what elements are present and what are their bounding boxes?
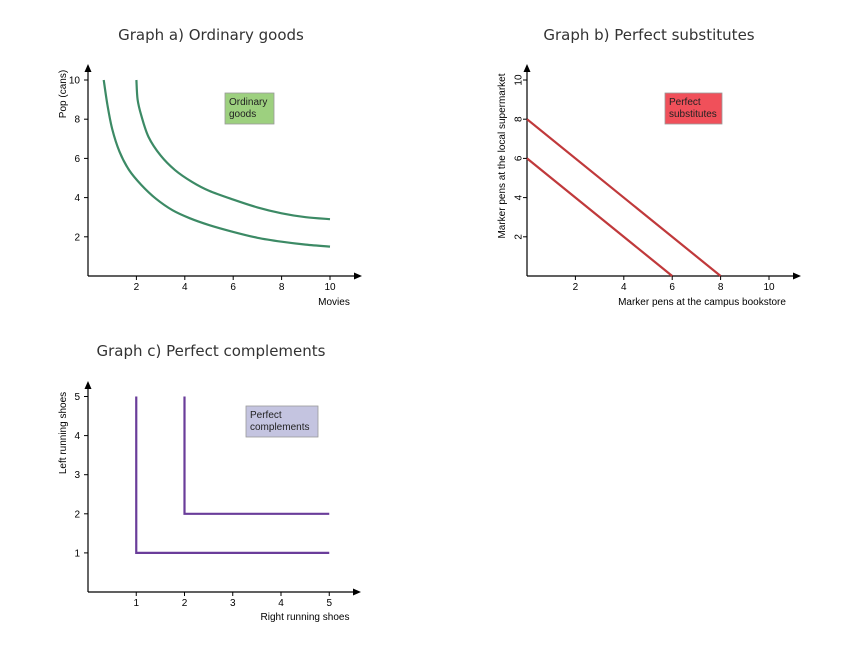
indifference-curve-2 [135, 79, 331, 221]
y-tick-label: 6 [514, 155, 525, 161]
x-tick-label: 3 [230, 598, 236, 609]
y-tick-label: 4 [74, 193, 80, 204]
chart-title: Graph a) Ordinary goods [118, 26, 304, 44]
y-tick-label: 5 [74, 392, 80, 403]
y-tick-label: 4 [74, 431, 80, 442]
chart-title: Graph b) Perfect substitutes [543, 26, 754, 44]
legend-label: Ordinary goods [229, 97, 267, 120]
y-axis-arrow [84, 64, 92, 72]
y-tick-label: 4 [514, 194, 525, 200]
y-tick-label: 10 [69, 76, 81, 87]
indifference-curve-2 [526, 118, 722, 277]
x-axis-arrow [793, 272, 801, 280]
legend-label: Perfect substitutes [669, 97, 717, 120]
x-tick-label: 4 [182, 282, 188, 293]
x-tick-label: 6 [230, 282, 236, 293]
chart-panel-3: Graph c) Perfect complements 1 2 3 4 5 1 2 3 4 5 Ri… [58, 342, 361, 623]
y-tick-label: 2 [74, 232, 80, 243]
y-tick-label: 10 [514, 74, 525, 86]
chart-panel-1: Graph a) Ordinary goods 2 4 6 8 10 2 4 6 8 10 Movie… [58, 26, 362, 308]
legend-box [245, 405, 319, 438]
legend-label: Perfect complements [250, 410, 309, 433]
x-tick-label: 2 [134, 282, 140, 293]
legend-box [664, 92, 723, 125]
chart-title: Graph c) Perfect complements [97, 342, 326, 360]
x-tick-label: 5 [326, 598, 332, 609]
y-axis-label: Marker pens at the local supermarket [497, 73, 508, 238]
x-tick-label: 8 [718, 282, 724, 293]
y-axis-label: Pop (cans) [58, 70, 69, 118]
y-tick-label: 8 [514, 116, 525, 122]
indifference-curve-1 [526, 157, 673, 277]
y-axis-label: Left running shoes [58, 392, 69, 474]
y-tick-label: 3 [74, 470, 80, 481]
x-tick-label: 1 [133, 598, 139, 609]
x-axis-label: Movies [318, 297, 350, 308]
y-axis-arrow [84, 381, 92, 389]
y-tick-label: 6 [74, 154, 80, 165]
y-tick-label: 2 [514, 234, 525, 240]
x-tick-label: 4 [278, 598, 284, 609]
x-tick-label: 2 [573, 282, 579, 293]
x-tick-label: 2 [182, 598, 188, 609]
x-axis-label: Marker pens at the campus bookstore [618, 297, 786, 308]
y-tick-label: 1 [74, 548, 80, 559]
indifference-curve-2 [183, 396, 330, 515]
x-tick-label: 4 [621, 282, 627, 293]
x-tick-label: 10 [763, 282, 775, 293]
y-axis-arrow [523, 64, 531, 72]
chart-panel-2: Graph b) Perfect substitutes 2 4 6 8 10 2 4 6 8 10… [497, 26, 801, 308]
x-axis-arrow [354, 272, 362, 280]
x-axis-label: Right running shoes [261, 612, 350, 623]
x-tick-label: 8 [279, 282, 285, 293]
x-tick-label: 6 [669, 282, 675, 293]
indifference-curve-1 [102, 79, 331, 248]
y-tick-label: 2 [74, 509, 80, 520]
y-tick-label: 8 [74, 115, 80, 126]
x-axis-arrow [353, 588, 361, 596]
x-tick-label: 10 [324, 282, 336, 293]
indifference-curve-1 [135, 396, 330, 554]
legend-box [224, 92, 275, 125]
